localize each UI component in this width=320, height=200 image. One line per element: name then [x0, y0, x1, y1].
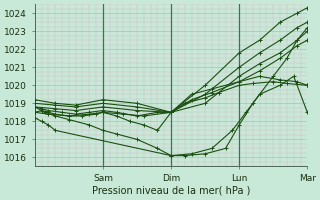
X-axis label: Pression niveau de la mer( hPa ): Pression niveau de la mer( hPa ) — [92, 186, 250, 196]
